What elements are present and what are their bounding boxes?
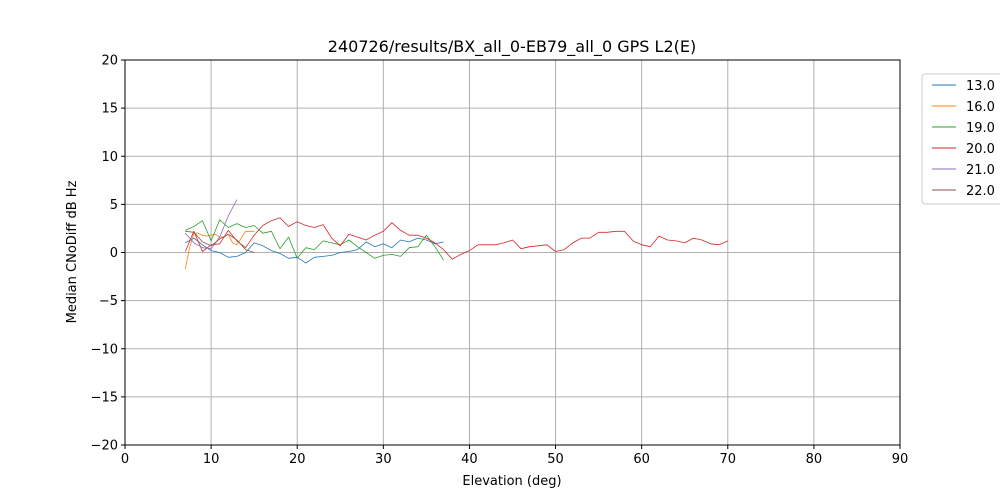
y-tick-label: −10 [91,342,118,357]
legend-label: 13.0 [966,79,995,94]
series-line-5 [185,230,255,253]
series-line-2 [185,219,444,261]
y-axis-label: Median CNoDiff dB Hz [65,180,80,323]
x-tick-label: 60 [633,452,650,467]
series-layer [184,199,728,269]
series-line-4 [185,199,238,250]
grid [124,59,901,446]
y-axis: −20 −15 −10 −5 0 5 10 15 20 [91,54,125,454]
x-tick-label: 50 [547,452,564,467]
y-tick-label: −5 [99,294,118,309]
x-axis: 0 10 20 30 40 50 60 70 80 90 [121,445,908,467]
x-tick-label: 20 [289,452,306,467]
x-tick-label: 90 [892,452,909,467]
x-tick-label: 70 [720,452,737,467]
x-axis-label: Elevation (deg) [462,474,561,489]
x-tick-label: 0 [121,452,129,467]
y-tick-label: 15 [101,102,118,117]
legend-box [921,73,1000,205]
chart-title: 240726/results/BX_all_0-EB79_all_0 GPS L… [328,37,696,57]
legend-label: 16.0 [966,100,995,115]
legend-label: 20.0 [966,142,995,157]
legend-label: 22.0 [966,184,995,199]
y-tick-label: −20 [91,439,118,454]
legend: 13.0 16.0 19.0 20.0 21.0 22.0 [921,73,1000,205]
series-line-0 [185,237,444,264]
legend-label: 19.0 [966,121,995,136]
legend-label: 21.0 [966,163,995,178]
y-tick-label: 5 [110,198,118,213]
y-tick-label: 20 [101,54,118,69]
y-tick-label: 0 [110,246,118,261]
x-tick-label: 40 [461,452,478,467]
y-tick-label: −15 [91,390,118,405]
x-tick-label: 10 [203,452,220,467]
x-tick-label: 80 [806,452,823,467]
x-tick-label: 30 [375,452,392,467]
y-tick-label: 10 [101,150,118,165]
series-line-3 [184,217,728,260]
